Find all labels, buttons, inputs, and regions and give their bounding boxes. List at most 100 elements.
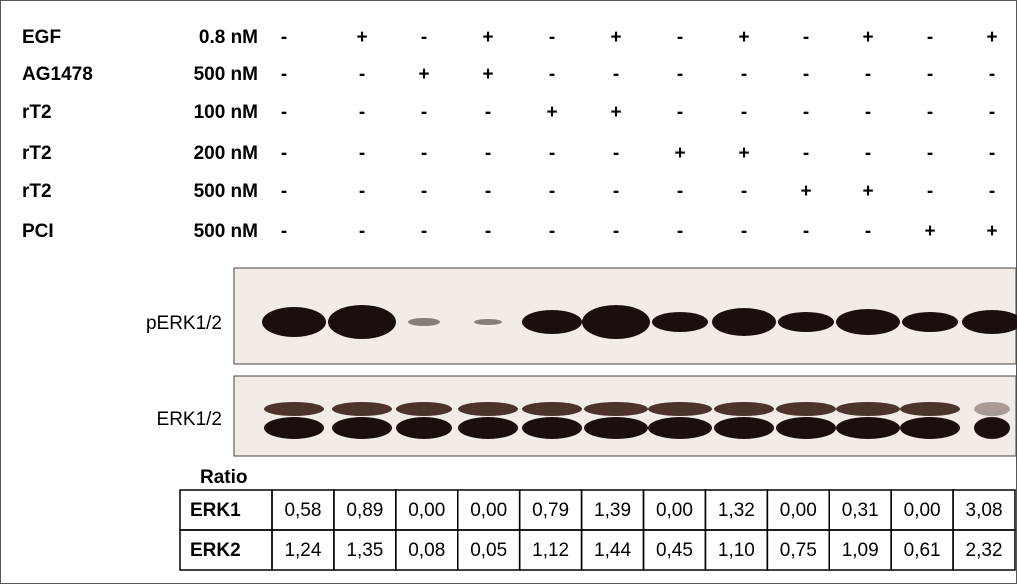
treatment-conc: 500 nM: [194, 64, 258, 85]
treatment-sign: +: [356, 27, 367, 48]
treatment-sign: -: [927, 102, 933, 123]
treatment-conc: 0.8 nM: [199, 27, 258, 48]
treatment-sign: -: [281, 221, 287, 242]
treatment-sign: -: [281, 27, 287, 48]
treatment-sign: +: [738, 27, 749, 48]
band: [714, 417, 774, 439]
treatment-label: rT2: [22, 181, 52, 202]
treatment-sign: +: [546, 102, 557, 123]
treatment-sign: -: [677, 64, 683, 85]
ratio-value: 0,89: [346, 500, 383, 521]
treatment-sign: +: [986, 221, 997, 242]
treatment-sign: -: [549, 143, 555, 164]
band: [652, 312, 708, 332]
treatment-sign: -: [677, 27, 683, 48]
band: [714, 402, 774, 416]
treatment-sign: -: [677, 102, 683, 123]
band: [776, 402, 836, 416]
treatment-sign: -: [359, 143, 365, 164]
treatment-sign: -: [359, 64, 365, 85]
blot-box: [234, 376, 1016, 456]
treatment-sign: -: [803, 221, 809, 242]
treatment-sign: +: [800, 181, 811, 202]
band: [900, 417, 960, 439]
treatment-sign: +: [986, 27, 997, 48]
ratio-value: 2,32: [966, 540, 1003, 561]
treatment-label: rT2: [22, 102, 52, 123]
treatment-sign: -: [485, 221, 491, 242]
treatment-sign: -: [359, 102, 365, 123]
treatment-sign: -: [549, 64, 555, 85]
treatment-sign: -: [281, 102, 287, 123]
band: [778, 312, 834, 332]
treatment-sign: -: [803, 102, 809, 123]
treatment-label: AG1478: [22, 64, 93, 85]
treatment-conc: 100 nM: [194, 102, 258, 123]
band: [522, 310, 582, 334]
band: [332, 417, 392, 439]
band: [836, 417, 900, 439]
ratio-value: 0,05: [470, 540, 507, 561]
treatment-sign: -: [989, 64, 995, 85]
treatment-sign: +: [738, 143, 749, 164]
treatment-sign: -: [549, 221, 555, 242]
ratio-value: 0,75: [780, 540, 817, 561]
band: [522, 402, 582, 416]
treatment-sign: -: [927, 64, 933, 85]
treatment-sign: -: [865, 143, 871, 164]
band: [900, 402, 960, 416]
treatment-sign: -: [485, 102, 491, 123]
treatment-sign: -: [927, 181, 933, 202]
ratio-value: 1,24: [284, 540, 321, 561]
treatment-sign: -: [989, 143, 995, 164]
treatment-sign: -: [421, 181, 427, 202]
ratio-value: 1,12: [532, 540, 569, 561]
band: [836, 309, 900, 335]
treatment-sign: -: [359, 221, 365, 242]
treatment-sign: -: [421, 102, 427, 123]
ratio-value: 0,00: [656, 500, 693, 521]
band: [974, 417, 1010, 439]
band: [836, 402, 900, 416]
band: [522, 417, 582, 439]
treatment-sign: +: [482, 64, 493, 85]
treatment-sign: -: [421, 221, 427, 242]
treatment-conc: 200 nM: [194, 143, 258, 164]
row-label: ERK1: [190, 500, 241, 521]
treatment-sign: -: [421, 27, 427, 48]
treatment-sign: -: [677, 181, 683, 202]
band: [974, 402, 1010, 416]
ratio-value: 0,00: [470, 500, 507, 521]
treatment-sign: -: [613, 143, 619, 164]
treatment-conc: 500 nM: [194, 221, 258, 242]
treatment-sign: -: [927, 143, 933, 164]
band: [582, 305, 650, 339]
row-label: ERK2: [190, 540, 241, 561]
treatment-sign: -: [803, 64, 809, 85]
treatment-sign: -: [549, 181, 555, 202]
treatment-sign: -: [677, 221, 683, 242]
treatment-sign: -: [613, 181, 619, 202]
ratio-value: 0,00: [780, 500, 817, 521]
treatment-sign: +: [482, 27, 493, 48]
treatment-sign: -: [741, 221, 747, 242]
band: [408, 318, 440, 326]
treatment-sign: -: [549, 27, 555, 48]
treatment-sign: -: [421, 143, 427, 164]
band: [474, 319, 502, 325]
treatment-sign: -: [281, 181, 287, 202]
treatment-sign: +: [862, 27, 873, 48]
band: [262, 307, 326, 337]
ratio-value: 1,10: [718, 540, 755, 561]
blot-label: pERK1/2: [146, 313, 222, 334]
ratio-value: 0,58: [284, 500, 321, 521]
band: [264, 417, 324, 439]
treatment-sign: -: [865, 221, 871, 242]
band: [648, 402, 712, 416]
treatment-sign: -: [989, 102, 995, 123]
ratio-title: Ratio: [200, 467, 248, 488]
treatment-label: rT2: [22, 143, 52, 164]
treatment-sign: +: [862, 181, 873, 202]
treatment-sign: +: [610, 102, 621, 123]
band: [458, 417, 518, 439]
